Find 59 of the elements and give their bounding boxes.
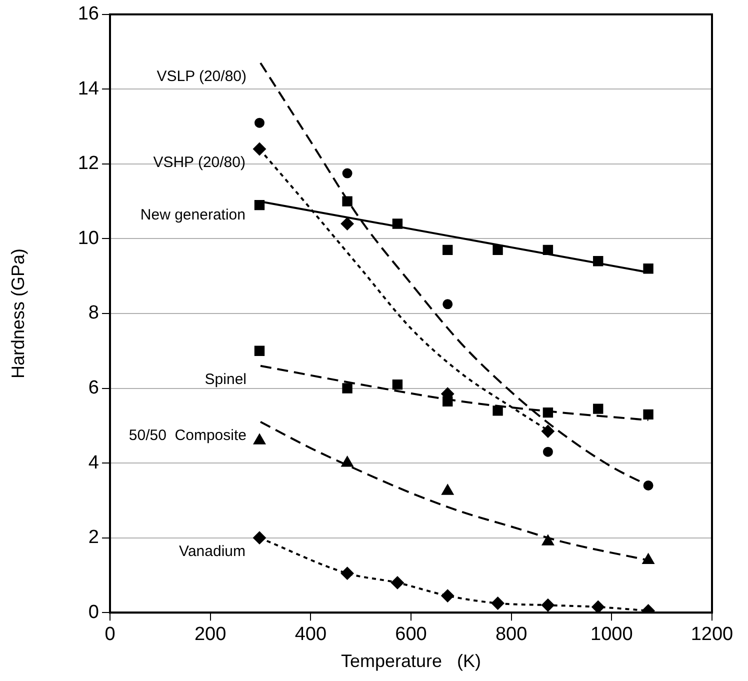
point <box>342 196 352 206</box>
point <box>342 383 352 394</box>
point <box>252 531 266 544</box>
point <box>643 409 654 420</box>
y-tick-label: 14 <box>78 78 100 100</box>
point <box>542 534 554 546</box>
y-tick-label: 2 <box>88 527 99 548</box>
point <box>390 576 404 590</box>
point <box>441 484 454 495</box>
point <box>253 434 266 444</box>
point <box>592 600 605 613</box>
series-label: 50/50 Composite <box>128 427 246 444</box>
series-label: New generation <box>140 206 246 224</box>
point <box>252 142 266 156</box>
point <box>254 118 264 128</box>
y-tick-label: 4 <box>88 452 100 474</box>
point <box>643 264 654 274</box>
y-tick-label: 12 <box>78 153 99 174</box>
series-label: VSHP (20/80) <box>153 154 246 172</box>
point <box>542 407 554 418</box>
point <box>593 404 604 414</box>
point <box>441 589 454 602</box>
x-tick-label: 800 <box>495 624 528 646</box>
point <box>254 346 265 356</box>
point <box>642 553 654 564</box>
point <box>491 596 504 610</box>
x-tick-label: 1200 <box>690 624 734 646</box>
point <box>541 424 554 438</box>
point <box>442 244 453 256</box>
point <box>341 456 354 467</box>
series-label: VSLP (20/80) <box>156 68 247 86</box>
point <box>340 217 354 230</box>
series-label: Vanadium <box>179 542 246 560</box>
point <box>392 379 403 390</box>
y-tick-label: 10 <box>78 228 99 249</box>
point <box>392 218 403 229</box>
point <box>342 168 352 178</box>
point <box>442 299 453 310</box>
point <box>541 598 554 612</box>
point <box>542 244 554 256</box>
point <box>593 256 604 266</box>
x-tick-label: 600 <box>395 624 427 646</box>
y-tick-label: 6 <box>88 378 99 399</box>
x-tick-label: 200 <box>194 624 226 646</box>
x-tick-label: 400 <box>294 624 327 646</box>
point <box>340 566 354 580</box>
point <box>254 200 265 210</box>
y-tick-label: 16 <box>78 4 99 25</box>
point <box>492 406 503 416</box>
x-tick-label: 0 <box>104 624 116 646</box>
x-tick-label: 1000 <box>590 624 633 646</box>
y-tick-label: 0 <box>88 602 99 623</box>
point <box>492 244 503 256</box>
point <box>542 446 553 457</box>
y-tick-label: 8 <box>88 302 99 324</box>
point <box>643 480 654 490</box>
x-axis-title: Temperature (K) <box>340 651 482 672</box>
y-axis-title: Hardness (GPa) <box>8 248 28 379</box>
series-label: Spinel <box>204 370 246 388</box>
